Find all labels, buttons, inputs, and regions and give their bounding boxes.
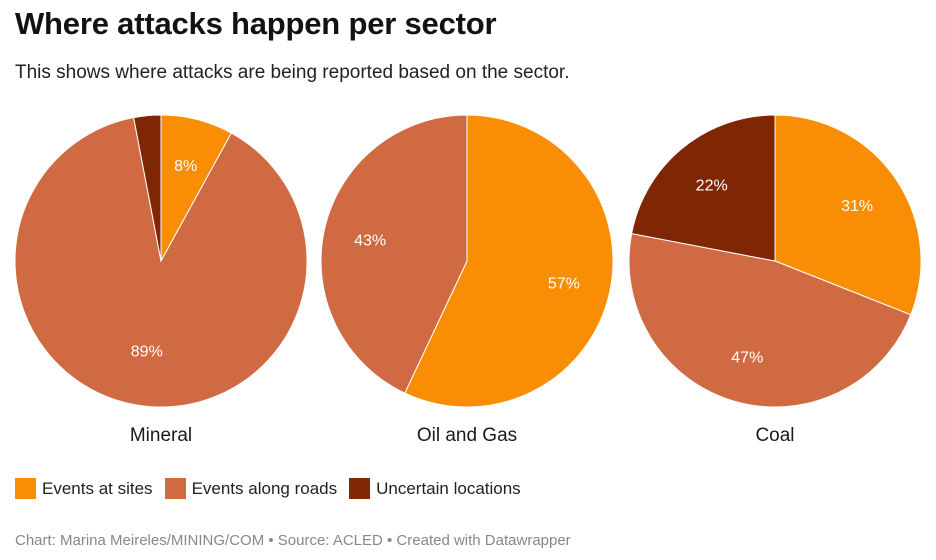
legend-label-uncertain: Uncertain locations [376, 478, 521, 498]
legend-label-sites: Events at sites [42, 478, 153, 498]
chart-footer: Chart: Marina Meireles/MINING/COM • Sour… [15, 532, 571, 549]
pie-title: Mineral [130, 425, 192, 446]
pie-slice-uncertain [133, 114, 162, 262]
legend-item-sites: Events at sites [15, 478, 153, 499]
pie-title: Oil and Gas [417, 425, 517, 446]
pie-slice-label-sites: 57% [548, 276, 580, 293]
legend: Events at sites Events along roads Uncer… [15, 478, 533, 499]
pie-slice-roads [628, 233, 912, 408]
pie-slice-label-roads: 89% [131, 343, 163, 360]
pie-2: 31% 47% 22% [628, 114, 922, 408]
legend-label-roads: Events along roads [191, 478, 338, 498]
pie-slice-roads [14, 117, 308, 408]
pie-slice-sites [404, 114, 614, 408]
pie-slice-uncertain [631, 114, 776, 262]
chart-title: Where attacks happen per sector [15, 6, 497, 41]
pie-charts: 8% 89% Mineral 57% 43% Oil and Gas 31% 47% 22% Co… [14, 114, 922, 446]
legend-swatch-roads [164, 478, 186, 499]
pie-slice-label-sites: 31% [841, 198, 873, 215]
pie-slice-label-uncertain: 22% [696, 178, 728, 195]
legend-swatch-sites [15, 478, 36, 499]
pie-0: 8% 89% [14, 114, 308, 408]
pie-slice-label-roads: 47% [731, 349, 763, 366]
pie-slice-sites [774, 114, 922, 316]
legend-item-roads: Events along roads [164, 478, 338, 499]
legend-swatch-uncertain [349, 478, 371, 499]
pie-slice-roads [320, 114, 468, 394]
pie-title: Coal [755, 425, 794, 446]
pie-slice-label-sites: 8% [174, 158, 197, 175]
legend-item-uncertain: Uncertain locations [349, 478, 521, 499]
chart-subtitle: This shows where attacks are being repor… [15, 62, 570, 83]
pie-slice-label-roads: 43% [354, 232, 386, 249]
pie-1: 57% 43% [320, 114, 614, 408]
